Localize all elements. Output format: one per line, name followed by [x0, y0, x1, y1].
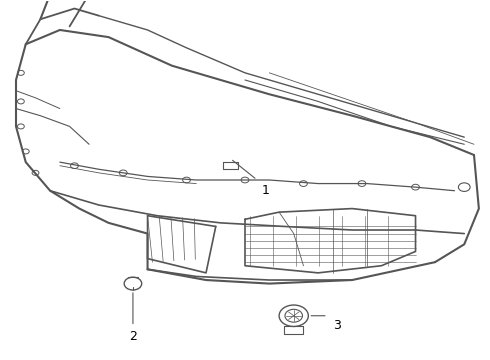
Text: 2: 2: [129, 330, 137, 343]
Text: 1: 1: [262, 184, 270, 197]
Text: 3: 3: [333, 319, 341, 332]
